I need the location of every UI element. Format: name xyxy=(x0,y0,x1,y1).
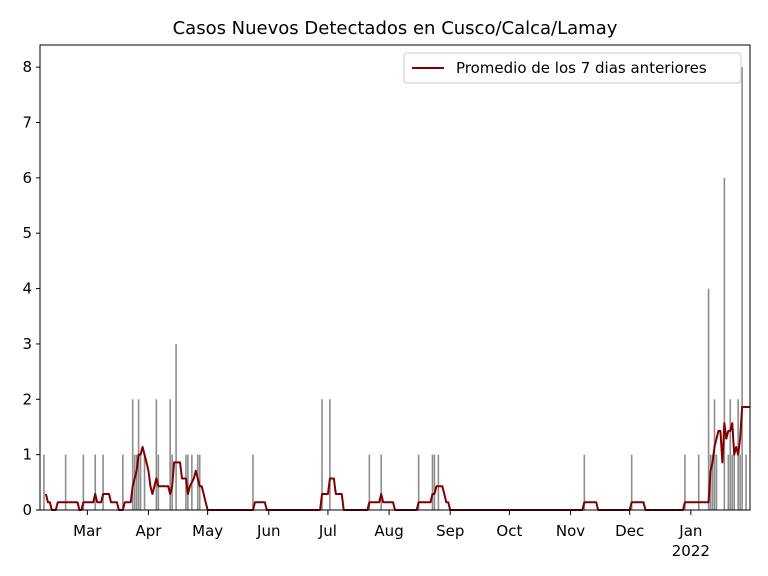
bar xyxy=(715,454,718,510)
x-tick-label: Aug xyxy=(374,522,403,540)
x-tick-label: Sep xyxy=(436,522,464,540)
bar xyxy=(187,454,189,510)
y-tick-label: 3 xyxy=(22,335,32,353)
bar xyxy=(122,454,124,510)
plot-frame xyxy=(39,44,751,511)
x-tick-label: Apr xyxy=(135,522,162,540)
bar xyxy=(380,454,382,510)
bar xyxy=(583,454,586,510)
y-tick-label: 8 xyxy=(22,58,32,76)
bar xyxy=(733,454,736,510)
y-tick-label: 5 xyxy=(22,224,32,242)
x-tick-label: Oct xyxy=(496,522,522,540)
bar xyxy=(727,454,730,510)
bar xyxy=(252,454,254,510)
bar xyxy=(143,454,146,510)
bar xyxy=(139,454,142,510)
bar xyxy=(684,454,686,510)
bar xyxy=(433,454,436,510)
bar xyxy=(739,454,741,510)
bar xyxy=(321,399,323,510)
bar xyxy=(745,454,747,510)
bar xyxy=(94,454,97,510)
y-tick-label: 2 xyxy=(22,390,32,408)
y-tick-label: 7 xyxy=(22,114,32,132)
bar xyxy=(169,399,171,510)
y-tick-label: 4 xyxy=(22,280,32,298)
bar xyxy=(437,454,440,510)
bar xyxy=(431,454,434,510)
y-tick-label: 6 xyxy=(22,169,32,187)
bar xyxy=(368,454,371,510)
x-tick-label: Jul xyxy=(318,522,337,540)
average-line xyxy=(44,406,750,511)
chart-title: Casos Nuevos Detectados en Cusco/Calca/L… xyxy=(173,18,618,39)
bar xyxy=(741,67,743,511)
bar xyxy=(131,399,134,510)
legend-box xyxy=(403,52,742,84)
bar xyxy=(711,454,714,510)
x-tick-label: Nov xyxy=(556,522,585,540)
bar xyxy=(697,454,700,510)
bar xyxy=(175,343,177,510)
y-tick-label: 1 xyxy=(22,446,32,464)
bar xyxy=(329,399,331,510)
bar xyxy=(417,454,420,510)
x-tick-label: Mar xyxy=(73,522,102,540)
bar xyxy=(723,177,726,510)
bar xyxy=(64,454,67,510)
bar xyxy=(102,454,104,510)
x-tick-label: Jun xyxy=(256,522,280,540)
bar xyxy=(82,454,85,510)
bar xyxy=(43,454,45,510)
y-tick-label: 0 xyxy=(22,501,32,519)
bar xyxy=(155,399,158,510)
bar xyxy=(630,454,633,510)
bar xyxy=(707,288,710,510)
bar xyxy=(135,454,138,510)
legend-label: Promedio de los 7 dias anteriores xyxy=(456,59,707,77)
bar xyxy=(731,454,734,510)
x-tick-label: Jan 2022 xyxy=(672,522,710,560)
bar xyxy=(729,399,732,510)
x-tick-label: May xyxy=(192,522,223,540)
x-tick-label: Dec xyxy=(615,522,644,540)
